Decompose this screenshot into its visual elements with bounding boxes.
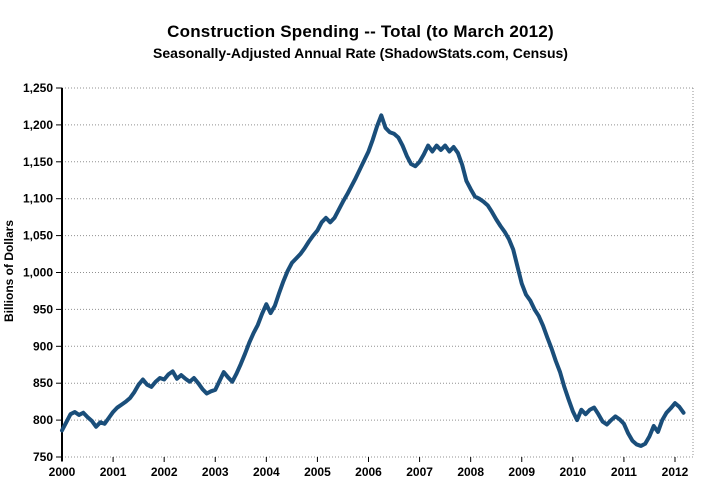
x-tick-label: 2002 [151,465,178,479]
x-tick-label: 2000 [49,465,76,479]
x-tick-label: 2012 [662,465,689,479]
x-tick-label: 2001 [100,465,127,479]
y-tick-label: 1,100 [23,192,53,206]
x-tick-label: 2003 [202,465,229,479]
x-tick-label: 2010 [559,465,586,479]
y-tick-label: 750 [33,450,53,464]
y-tick-label: 1,050 [23,229,53,243]
y-tick-label: 1,150 [23,155,53,169]
x-tick-label: 2006 [355,465,382,479]
y-tick-label: 950 [33,302,53,316]
y-tick-label: 900 [33,339,53,353]
spending-line [60,113,686,448]
y-tick-label: 1,000 [23,266,53,280]
x-tick-label: 2009 [508,465,535,479]
x-tick-label: 2011 [611,465,637,479]
x-tick-label: 2008 [457,465,484,479]
chart-title: Construction Spending -- Total (to March… [167,22,554,41]
y-axis-title: Billions of Dollars [2,220,16,323]
y-tick-label: 850 [33,376,53,390]
x-tick-label: 2004 [253,465,280,479]
chart-subtitle: Seasonally-Adjusted Annual Rate (ShadowS… [153,45,568,61]
y-tick-label: 800 [33,413,53,427]
y-tick-label: 1,200 [23,118,53,132]
x-tick-label: 2007 [406,465,433,479]
x-tick-label: 2005 [304,465,331,479]
y-tick-label: 1,250 [23,81,53,95]
